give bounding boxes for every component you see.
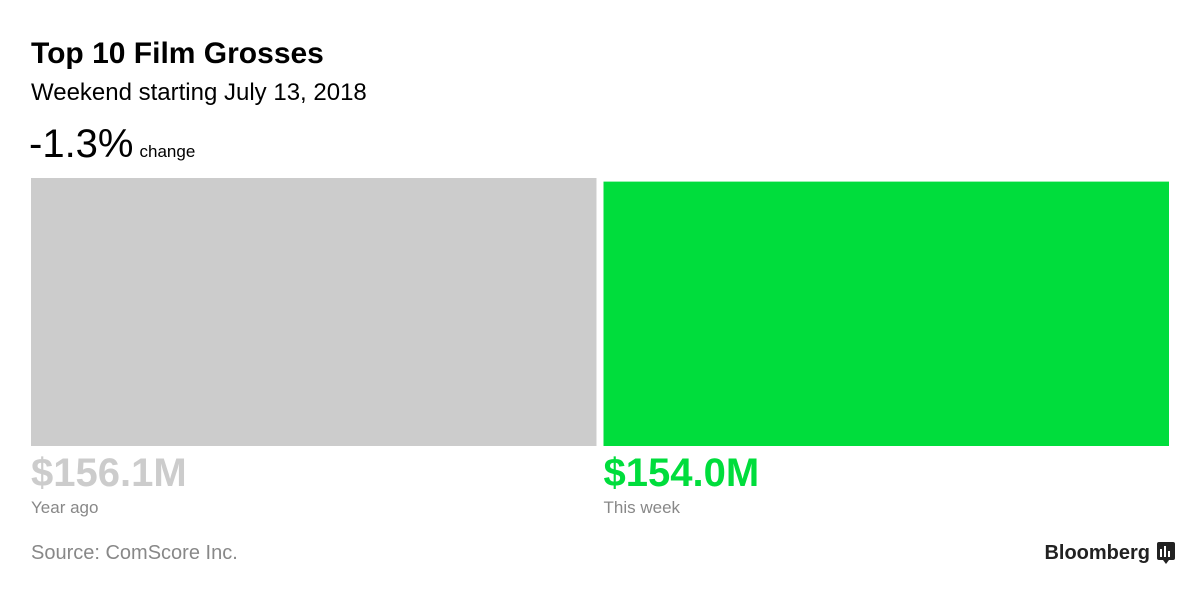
brand-icon (1157, 542, 1175, 564)
value-label: $156.1M (31, 451, 187, 495)
brand: Bloomberg (1044, 542, 1150, 564)
source: Source: ComScore Inc. (31, 542, 238, 564)
chart-subtitle: Weekend starting July 13, 2018 (31, 79, 367, 106)
change-caption: change (140, 142, 196, 161)
chart-title: Top 10 Film Grosses (31, 37, 324, 70)
change-value: -1.3% (29, 122, 134, 166)
category-label: This week (604, 498, 681, 517)
bar (603, 181, 1169, 446)
bar (31, 178, 597, 446)
value-label: $154.0M (604, 451, 760, 495)
category-label: Year ago (31, 498, 98, 517)
